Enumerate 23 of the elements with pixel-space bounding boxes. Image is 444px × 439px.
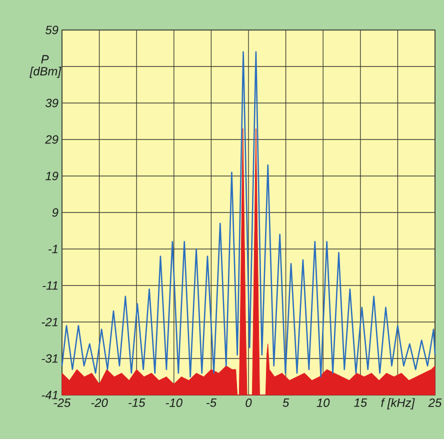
y-tick-label: -31 bbox=[42, 354, 58, 363]
x-tick-label: -15 bbox=[128, 398, 146, 407]
x-tick-label: 5 bbox=[282, 398, 290, 407]
y-tick-label: 9 bbox=[52, 208, 58, 217]
y-tick-label: 59 bbox=[45, 26, 58, 34]
y-tick-label: 39 bbox=[45, 98, 58, 108]
x-tick-label: -20 bbox=[91, 398, 108, 407]
y-axis-title: P [dBm] bbox=[30, 55, 62, 78]
y-tick-label: -11 bbox=[42, 281, 58, 290]
y-tick-label: -41 bbox=[42, 390, 58, 400]
x-tick-label: -10 bbox=[166, 398, 182, 407]
x-tick-label: 15 bbox=[354, 398, 368, 407]
x-tick-label: 0 bbox=[246, 398, 252, 407]
y-tick-label: -21 bbox=[42, 318, 58, 326]
x-axis-title: f [kHz] bbox=[381, 398, 415, 410]
x-tick-label: -25 bbox=[54, 398, 71, 407]
x-tick-label: 25 bbox=[428, 398, 442, 407]
x-tick-label: 10 bbox=[316, 398, 330, 407]
x-tick-label: -5 bbox=[206, 398, 217, 407]
y-tick-label: 29 bbox=[45, 135, 58, 144]
line-series bbox=[61, 51, 436, 378]
y-tick-label: -1 bbox=[48, 244, 58, 254]
y-tick-label: 19 bbox=[45, 172, 58, 180]
